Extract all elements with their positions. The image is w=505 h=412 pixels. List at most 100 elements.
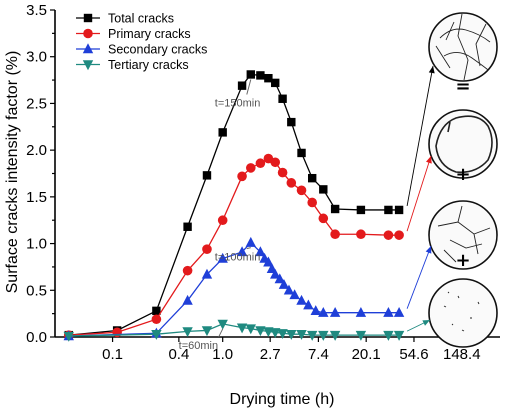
data-point [356, 229, 366, 240]
series-line [68, 73, 400, 336]
data-point [289, 289, 300, 300]
annotation-label: t=100min [215, 252, 261, 264]
data-point [383, 230, 394, 240]
data-point [255, 326, 266, 337]
data-point [237, 171, 247, 182]
data-point [274, 273, 285, 284]
data-point [264, 74, 273, 83]
data-point [307, 173, 317, 183]
axis-ticks: 0.0 0.5 1.0 1.5 2.0 2.5 3.0 3.5 0.1 0.4 1.0 2.7 7.4 2… [26, 2, 480, 363]
data-point [393, 307, 405, 317]
data-point [384, 205, 393, 215]
crack-image-circle [428, 109, 498, 179]
data-point [277, 167, 288, 178]
data-point [183, 222, 192, 231]
data-point [330, 204, 340, 214]
y-axis-title: Surface cracks intensity factor (%) [4, 51, 21, 294]
series-triangle-up [63, 236, 405, 341]
data-point [152, 306, 161, 316]
data-point [283, 284, 295, 295]
y-tick-label: 1.0 [26, 236, 47, 253]
data-point [217, 319, 228, 330]
y-tick-label: 2.5 [26, 95, 47, 112]
data-point [255, 246, 266, 257]
data-point [277, 329, 288, 339]
y-tick-label: 1.5 [26, 189, 47, 206]
data-point [270, 268, 281, 279]
data-point [237, 81, 247, 90]
data-point [318, 213, 329, 224]
legend-marker [83, 28, 93, 39]
data-point [270, 157, 281, 168]
y-tick-label: 0.5 [26, 282, 47, 299]
series-circle [63, 153, 404, 340]
legend-entry: Primary cracks [108, 27, 191, 41]
data-point [201, 268, 213, 279]
annotation-label: t=150min [215, 97, 261, 109]
data-point [303, 299, 314, 310]
data-point [202, 171, 212, 180]
legend-entry: Secondary cracks [108, 43, 207, 57]
data-point [296, 185, 307, 196]
connector-line [406, 155, 432, 232]
data-point [307, 197, 317, 208]
data-point [263, 256, 274, 267]
data-point [236, 323, 248, 334]
data-point [63, 331, 74, 342]
annotation-arrow [246, 247, 251, 250]
annotation-arrow [246, 79, 252, 95]
data-point [217, 215, 228, 226]
connector-arrowhead [425, 246, 432, 254]
data-point [245, 236, 256, 247]
data-point [306, 330, 318, 341]
data-point [355, 330, 367, 341]
data-point [217, 252, 228, 263]
y-tick-label: 3.5 [26, 2, 47, 19]
data-point [383, 307, 394, 317]
data-point [255, 158, 266, 169]
data-point [201, 326, 213, 337]
data-point [245, 324, 256, 335]
legend-marker [82, 43, 94, 54]
data-point [355, 307, 367, 317]
panel-symbol: = [455, 76, 470, 97]
x-tick-label: 0.1 [102, 346, 123, 363]
data-point [296, 294, 307, 305]
crack-pattern [435, 13, 491, 81]
connector-arrowhead [426, 156, 432, 164]
data-point [278, 278, 290, 289]
data-point [356, 205, 366, 215]
data-point [394, 205, 404, 215]
data-point [329, 330, 341, 341]
crack-pattern [437, 205, 491, 263]
data-point [286, 178, 297, 188]
crack-pattern [435, 115, 493, 174]
data-point [151, 314, 162, 325]
data-point [287, 117, 296, 127]
data-point [329, 307, 341, 317]
data-point [393, 330, 405, 341]
data-point [330, 229, 340, 240]
series-line [68, 157, 400, 336]
legend-marker [83, 13, 93, 23]
x-tick-label: 148.4 [443, 346, 481, 363]
data-point [182, 265, 193, 276]
data-point [182, 327, 193, 338]
y-tick-label: 3.0 [26, 49, 47, 66]
data-point [270, 328, 281, 339]
connector-line [406, 245, 432, 309]
data-point [318, 307, 329, 317]
data-point [182, 294, 193, 305]
data-point [319, 185, 328, 194]
x-tick-label: 1.0 [212, 346, 233, 363]
data-point [297, 148, 306, 158]
legend-entry: Tertiary cracks [108, 58, 189, 72]
legend-marker [82, 60, 94, 71]
data-point [236, 246, 248, 257]
data-point [318, 330, 329, 341]
panel-symbol: + [455, 164, 470, 185]
annotation-arrow [218, 328, 224, 338]
data-point [271, 78, 280, 88]
x-tick-label: 7.4 [308, 346, 329, 363]
